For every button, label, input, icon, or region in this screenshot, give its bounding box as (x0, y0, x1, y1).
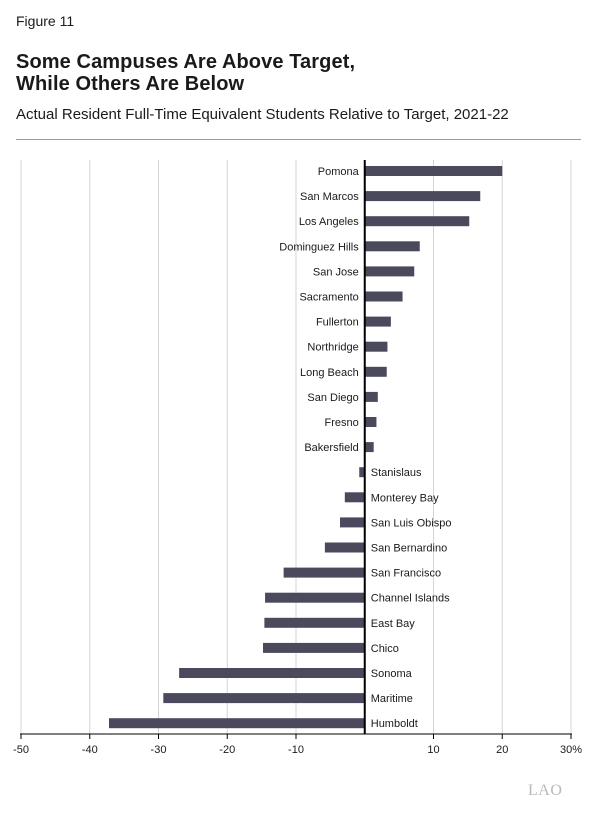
bar (324, 542, 365, 553)
bar-chart: Pomona San Marcos Los Angeles Dominguez Hil… (13, 160, 582, 756)
x-tick-label: -30 (151, 744, 167, 756)
category-label: San Luis Obispo (371, 517, 452, 529)
bar (364, 366, 387, 377)
bar (109, 718, 365, 729)
x-tick-label: 20 (496, 744, 508, 756)
category-label: Long Beach (300, 367, 359, 379)
category-label: Channel Islands (371, 593, 450, 605)
x-tick-label: -20 (219, 744, 235, 756)
category-label: Sonoma (371, 668, 413, 680)
bar (265, 592, 365, 603)
title-divider (16, 139, 581, 140)
bar (364, 166, 503, 176)
bar (364, 241, 420, 252)
bar (364, 341, 388, 352)
category-label: San Bernardino (371, 543, 447, 555)
x-tick-label: 10 (427, 744, 439, 756)
bar (340, 517, 365, 528)
chart-title-line1: Some Campuses Are Above Target, (16, 51, 356, 73)
bar (364, 417, 377, 427)
bar (283, 567, 365, 578)
chart-title: Some Campuses Are Above Target, While Ot… (16, 51, 576, 95)
category-label: Monterey Bay (371, 492, 439, 504)
x-tick-label: -50 (13, 744, 29, 756)
figure-label: Figure 11 (16, 13, 75, 29)
category-label: Humboldt (371, 718, 418, 730)
chart-title-line2: While Others Are Below (16, 73, 245, 95)
lao-logo: LAO (528, 782, 563, 799)
category-label: Los Angeles (299, 216, 359, 228)
category-label: Maritime (371, 693, 413, 705)
chart-subtitle: Actual Resident Full-Time Equivalent Stu… (16, 106, 509, 123)
bar (344, 492, 365, 503)
bar (163, 693, 365, 704)
x-tick-label: 30% (560, 744, 582, 756)
category-label: San Marcos (300, 191, 359, 203)
bar (364, 291, 403, 302)
bar (264, 617, 365, 628)
bar (364, 391, 378, 402)
category-label: Dominguez Hills (279, 241, 359, 253)
category-label: Bakersfield (304, 442, 358, 454)
category-label: East Bay (371, 618, 416, 630)
bar (364, 216, 470, 227)
x-tick-label: -40 (82, 744, 98, 756)
bar (263, 642, 365, 653)
category-label: San Francisco (371, 568, 441, 580)
category-label: Fullerton (316, 317, 359, 329)
category-label: Fresno (325, 417, 359, 429)
bar (359, 467, 365, 478)
category-label: San Jose (313, 266, 359, 278)
bar (364, 191, 481, 202)
x-tick-label: -10 (288, 744, 304, 756)
category-label: Chico (371, 643, 399, 655)
category-label: Northridge (307, 342, 358, 354)
category-label: Pomona (318, 166, 360, 178)
bar (364, 316, 391, 327)
category-label: San Diego (307, 392, 358, 404)
category-label: Stanislaus (371, 467, 422, 479)
bar (364, 442, 374, 453)
category-label: Sacramento (299, 292, 358, 304)
bar (179, 668, 365, 678)
bar (364, 266, 415, 277)
